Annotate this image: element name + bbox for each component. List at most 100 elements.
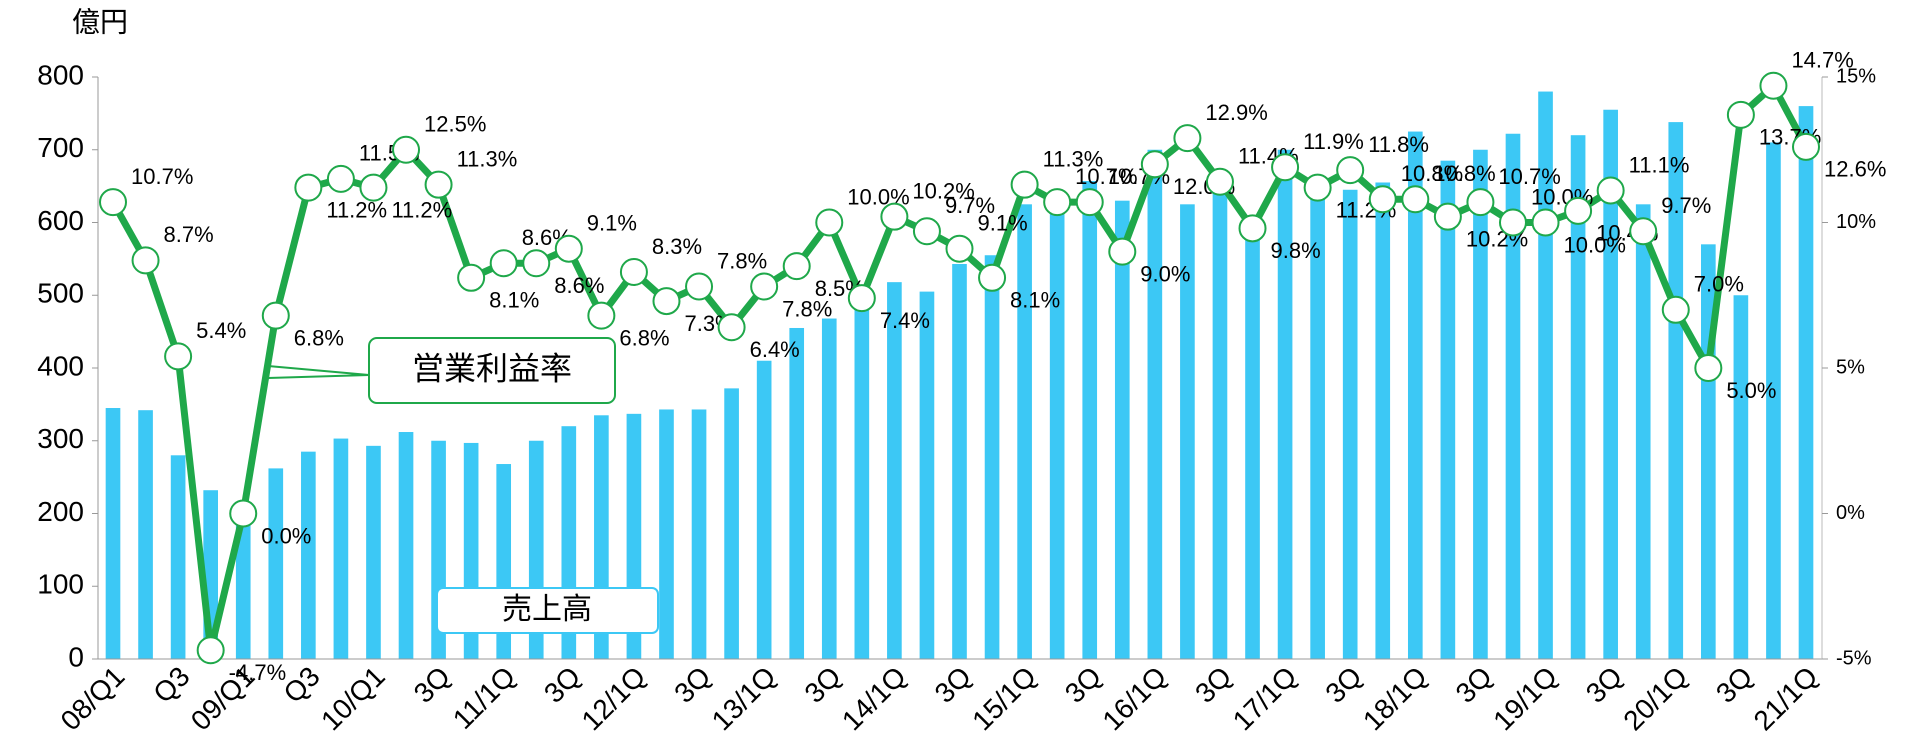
marker	[1075, 188, 1104, 217]
y2-tick-label: 15%	[1836, 65, 1876, 87]
marker	[619, 257, 648, 286]
data-label: 7.8%	[717, 248, 767, 273]
y-tick-label: 500	[37, 278, 84, 309]
x-tick-label: Q3	[147, 661, 195, 709]
callout	[267, 365, 370, 376]
data-label: 9.1%	[978, 211, 1028, 236]
marker	[294, 173, 323, 202]
marker	[164, 342, 193, 371]
bar	[268, 468, 284, 659]
x-tick-label: 3Q	[408, 661, 456, 709]
bar	[1505, 133, 1521, 659]
data-label: 11.9%	[1303, 129, 1364, 154]
bar	[724, 388, 739, 659]
marker	[229, 499, 258, 528]
marker	[1498, 208, 1527, 237]
x-tick-label: 3Q	[538, 661, 586, 709]
bar	[1668, 122, 1684, 660]
bar	[789, 327, 805, 659]
x-tick-label: 16/1Q	[1096, 661, 1172, 737]
marker	[750, 272, 779, 301]
legend-label: 営業利益率	[412, 350, 572, 386]
bar	[1733, 295, 1749, 659]
marker	[359, 173, 388, 202]
marker	[1661, 295, 1690, 324]
marker	[1433, 202, 1462, 231]
bar	[1570, 135, 1586, 659]
y-tick-label: 700	[37, 132, 84, 163]
x-tick-label: 09/Q1	[185, 661, 261, 737]
x-tick-label: 3Q	[1059, 661, 1107, 709]
x-tick-label: 13/1Q	[706, 661, 782, 737]
x-tick-label: 08/Q1	[55, 661, 131, 737]
y-tick-label: 600	[37, 205, 84, 236]
data-label: 10.2%	[912, 178, 974, 203]
marker	[457, 263, 486, 292]
bar	[1798, 106, 1814, 660]
marker	[522, 249, 551, 278]
x-tick-label: 15/1Q	[966, 661, 1042, 737]
data-label: 11.3%	[457, 146, 518, 171]
bar	[1147, 149, 1163, 659]
x-tick-label: 3Q	[798, 661, 846, 709]
y-tick-label: 0	[68, 641, 84, 672]
marker	[815, 208, 844, 237]
marker	[1238, 214, 1267, 243]
bar	[691, 409, 707, 659]
marker	[1401, 185, 1430, 214]
data-label: 10.0%	[1564, 232, 1626, 257]
x-tick-label: 3Q	[929, 661, 977, 709]
marker	[880, 202, 909, 231]
data-label: 10.7%	[1498, 164, 1560, 189]
y-tick-label: 300	[37, 423, 84, 454]
marker	[782, 252, 811, 281]
data-label: 11.2%	[326, 197, 387, 222]
data-label: 7.4%	[880, 308, 930, 333]
x-tick-label: 17/1Q	[1227, 661, 1303, 737]
marker	[717, 313, 746, 342]
marker	[1140, 150, 1169, 179]
y-tick-label: 100	[37, 569, 84, 600]
x-tick-label: 19/1Q	[1487, 661, 1563, 737]
marker	[1466, 188, 1495, 217]
data-label: 7.8%	[782, 296, 832, 321]
marker	[1694, 354, 1723, 382]
y-axis-label: 億円	[72, 6, 128, 37]
x-tick-label: 11/1Q	[447, 661, 521, 735]
data-label: 11.3%	[1043, 146, 1104, 171]
data-label: 14.7%	[1791, 48, 1853, 73]
x-tick-label: 3Q	[1710, 661, 1758, 709]
marker	[1336, 156, 1365, 185]
data-label: 7.0%	[1694, 272, 1744, 297]
y-tick-label: 200	[37, 496, 84, 527]
data-label: 9.7%	[1661, 193, 1711, 218]
marker	[1173, 124, 1202, 153]
bar	[952, 263, 967, 659]
bar	[366, 445, 381, 659]
bar	[1277, 149, 1293, 659]
marker	[945, 234, 974, 263]
marker	[326, 164, 355, 193]
bar	[1082, 181, 1098, 659]
y-tick-label: 800	[37, 59, 84, 90]
marker	[652, 287, 681, 316]
marker	[847, 284, 876, 313]
marker	[978, 263, 1007, 292]
data-label: 10.7%	[131, 164, 193, 189]
marker	[1108, 237, 1137, 266]
x-tick-label: 3Q	[1450, 661, 1498, 709]
bar	[821, 318, 837, 659]
x-tick-label: 3Q	[1319, 661, 1367, 709]
y2-tick-label: -5%	[1836, 647, 1872, 669]
data-label: 9.0%	[1140, 261, 1190, 286]
data-label: 8.6%	[554, 273, 604, 298]
x-tick-label: 21/1Q	[1748, 661, 1824, 737]
marker	[1596, 176, 1625, 205]
data-label: 6.8%	[619, 325, 669, 350]
data-label: 10.7%	[1075, 164, 1137, 189]
marker	[554, 234, 583, 263]
marker	[489, 249, 518, 278]
bar	[301, 451, 316, 659]
marker	[261, 301, 290, 330]
data-label: 9.7%	[945, 193, 995, 218]
